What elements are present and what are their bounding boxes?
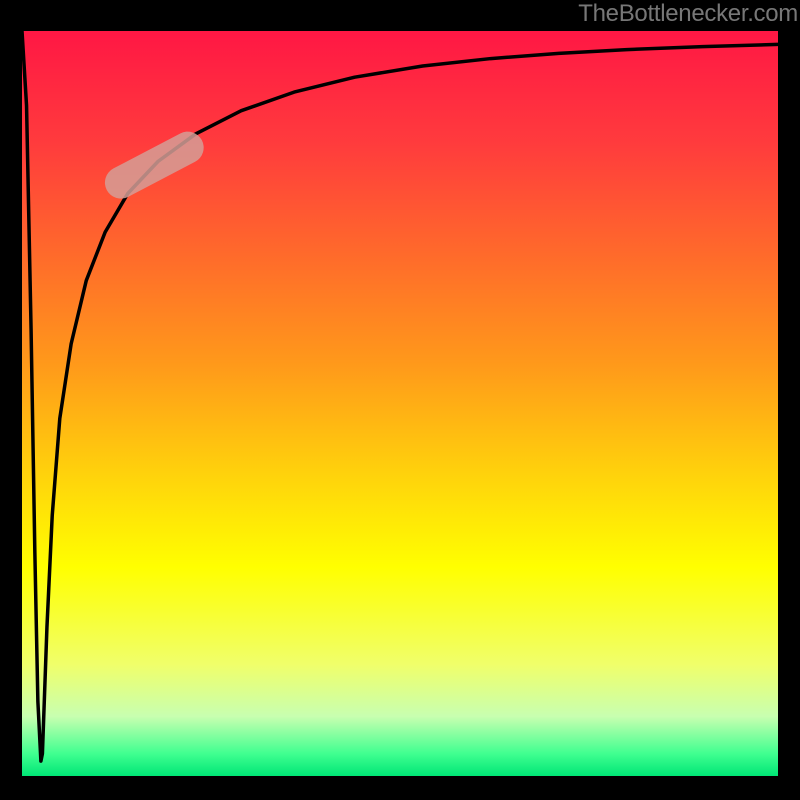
chart-container: TheBottlenecker.com [0,0,800,800]
attribution-label: TheBottlenecker.com [578,0,798,28]
bottleneck-chart [0,0,800,800]
chart-plot-background [22,31,778,776]
